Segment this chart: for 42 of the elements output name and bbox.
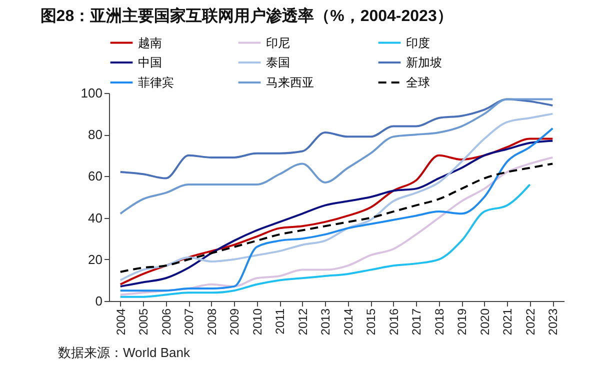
x-tick-label: 2019	[455, 308, 470, 336]
y-tick-label: 100	[80, 86, 102, 100]
x-tick-label: 2005	[136, 308, 151, 336]
y-tick-label: 40	[88, 210, 102, 226]
x-tick-label: 2020	[478, 308, 492, 336]
y-tick-label: 60	[88, 168, 102, 184]
legend-label: 菲律宾	[138, 76, 174, 90]
x-tick-label: 2009	[228, 308, 242, 336]
chart-title: 图28：亚洲主要国家互联网用户渗透率（%，2004-2023）	[40, 6, 453, 25]
line-series	[119, 98, 554, 180]
x-tick-label: 2014	[341, 308, 356, 336]
x-tick-label: 2015	[364, 308, 378, 336]
legend-label: 泰国	[266, 56, 290, 70]
x-tick-label: 2013	[318, 308, 333, 336]
legend-label: 中国	[138, 56, 162, 70]
legend-label: 新加坡	[406, 56, 442, 70]
x-tick-label: 2023	[546, 308, 560, 336]
x-tick-label: 2017	[410, 308, 424, 336]
line-series	[119, 156, 554, 296]
y-tick-label: 20	[88, 252, 102, 267]
source-note: 数据来源：World Bank	[58, 344, 190, 362]
y-tick-label: 0	[95, 294, 102, 308]
line-series	[119, 162, 554, 273]
x-tick-label: 2007	[182, 308, 196, 336]
x-tick-label: 2010	[250, 308, 264, 336]
legend-label: 印度	[406, 36, 430, 50]
x-tick-label: 2008	[204, 308, 219, 336]
x-tick-label: 2011	[273, 308, 288, 334]
legend-label: 全球	[406, 76, 430, 90]
legend-label: 马来西亚	[266, 76, 314, 90]
x-tick-label: 2018	[432, 308, 446, 336]
x-tick-label: 2006	[159, 308, 174, 336]
y-tick-label: 80	[88, 127, 102, 142]
x-tick-label: 2016	[386, 308, 401, 336]
x-tick-label: 2021	[500, 308, 515, 336]
line-series	[119, 98, 554, 215]
legend-label: 印尼	[266, 36, 290, 50]
x-tick-label: 2022	[523, 308, 538, 336]
x-tick-label: 2004	[114, 308, 128, 336]
legend-label: 越南	[138, 36, 162, 50]
x-tick-label: 2012	[296, 308, 310, 336]
line-series	[119, 184, 531, 298]
